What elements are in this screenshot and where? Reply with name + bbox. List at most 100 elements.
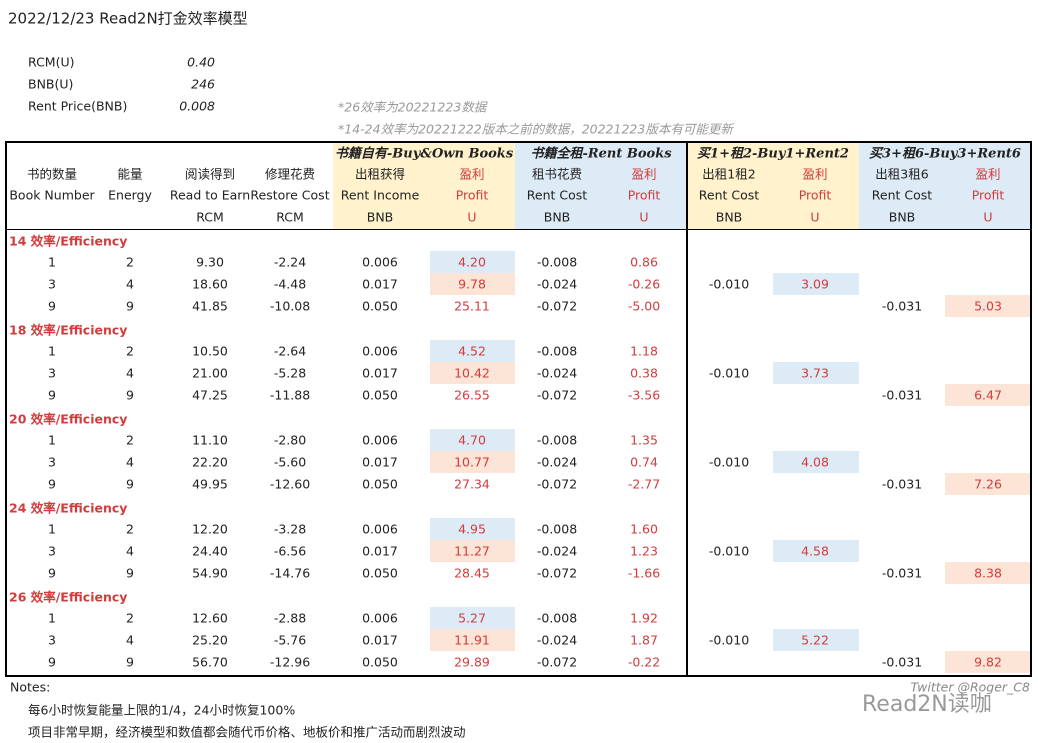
cell: 9 — [126, 476, 134, 492]
cell: 0.017 — [362, 454, 398, 470]
cell: -2.80 — [273, 432, 307, 448]
param-label: BNB(U) — [28, 76, 74, 92]
cell: -0.010 — [708, 632, 750, 648]
profit-highlight — [945, 562, 1030, 584]
cell: -0.031 — [881, 654, 923, 670]
cell: 9 — [48, 565, 56, 581]
cell: 0.050 — [362, 476, 398, 492]
column-header: 阅读得到 — [184, 166, 236, 182]
column-header: 盈利 — [631, 166, 657, 182]
cell: -5.60 — [273, 454, 307, 470]
cell: 49.95 — [192, 476, 228, 492]
cell: -0.010 — [708, 276, 750, 292]
cell: 9.82 — [974, 654, 1002, 670]
group-header-bg — [687, 142, 859, 230]
cell: 25.11 — [454, 298, 490, 314]
remark: *14-24效率为20221222版本之前的数据，20221223版本有可能更新 — [338, 121, 733, 137]
cell: -6.56 — [273, 543, 307, 559]
watermark-credit: Twitter @Roger_C8 — [910, 679, 1030, 695]
column-header: Profit — [971, 187, 1005, 203]
cell: -2.77 — [627, 476, 661, 492]
cell: -0.024 — [536, 632, 578, 648]
cell: 4 — [126, 543, 134, 559]
column-header: U — [810, 209, 820, 225]
cell: 12.60 — [192, 610, 228, 626]
cell: -0.024 — [536, 365, 578, 381]
column-header: BNB — [543, 209, 571, 225]
cell: 0.017 — [362, 365, 398, 381]
column-header: U — [467, 209, 477, 225]
cell: 1 — [48, 610, 56, 626]
title: 2022/12/23 Read2N打金效率模型 — [8, 9, 248, 28]
cell: 1 — [48, 521, 56, 537]
profit-highlight — [430, 607, 515, 629]
cell: 0.050 — [362, 654, 398, 670]
profit-highlight — [430, 429, 515, 451]
column-header: Energy — [108, 187, 152, 203]
cell: 0.006 — [362, 610, 398, 626]
column-header: Rent Income — [340, 187, 420, 203]
cell: 4.58 — [801, 543, 829, 559]
cell: 2 — [126, 254, 134, 270]
cell: 11.10 — [192, 432, 228, 448]
profit-highlight — [945, 295, 1030, 317]
profit-highlight — [945, 651, 1030, 673]
cell: 4.95 — [458, 521, 486, 537]
cell: -0.031 — [881, 476, 923, 492]
cell: 9 — [126, 387, 134, 403]
cell: 25.20 — [192, 632, 228, 648]
cell: 9 — [126, 298, 134, 314]
cell: 1.92 — [630, 610, 658, 626]
param-label: RCM(U) — [28, 54, 75, 70]
profit-highlight — [430, 251, 515, 273]
profit-highlight — [773, 629, 859, 651]
cell: -0.072 — [536, 565, 578, 581]
cell: 1.35 — [630, 432, 658, 448]
column-header: Profit — [798, 187, 832, 203]
cell: 3 — [48, 365, 56, 381]
column-header: BNB — [366, 209, 394, 225]
note: Notes: — [10, 679, 51, 695]
cell: -3.28 — [273, 521, 307, 537]
cell: -2.64 — [273, 343, 307, 359]
column-header: BNB — [715, 209, 743, 225]
column-header: Book Number — [9, 187, 95, 203]
profit-highlight — [430, 362, 515, 384]
group-header-bg — [859, 142, 1031, 230]
cell: 0.74 — [630, 454, 658, 470]
cell: 0.86 — [630, 254, 658, 270]
column-header: RCM — [196, 209, 224, 225]
cell: 1 — [48, 432, 56, 448]
param-value: 246 — [191, 76, 215, 92]
cell: 10.77 — [454, 454, 490, 470]
column-header: U — [639, 209, 649, 225]
cell: -0.22 — [627, 654, 661, 670]
column-header: Read to Earn — [169, 187, 251, 203]
cell: 29.89 — [454, 654, 490, 670]
cell: -0.024 — [536, 543, 578, 559]
cell: -0.072 — [536, 476, 578, 492]
profit-highlight — [430, 540, 515, 562]
cell: 1.18 — [630, 343, 658, 359]
cell: -0.010 — [708, 454, 750, 470]
cell: 0.006 — [362, 432, 398, 448]
cell: 9 — [48, 476, 56, 492]
cell: 18.60 — [192, 276, 228, 292]
cell: -14.76 — [269, 565, 311, 581]
cell: 24.40 — [192, 543, 228, 559]
column-header: Rent Cost — [526, 187, 588, 203]
column-header: 租书花费 — [531, 166, 583, 182]
profit-highlight — [430, 340, 515, 362]
group-header-bg — [333, 142, 515, 230]
cell: 11.91 — [454, 632, 490, 648]
profit-highlight — [773, 362, 859, 384]
cell: 56.70 — [192, 654, 228, 670]
cell: 7.26 — [974, 476, 1002, 492]
column-header: 书的数量 — [26, 166, 78, 182]
cell: -0.024 — [536, 454, 578, 470]
cell: 4 — [126, 365, 134, 381]
cell: -5.28 — [273, 365, 307, 381]
cell: -0.010 — [708, 543, 750, 559]
cell: 0.017 — [362, 543, 398, 559]
cell: 11.27 — [454, 543, 490, 559]
